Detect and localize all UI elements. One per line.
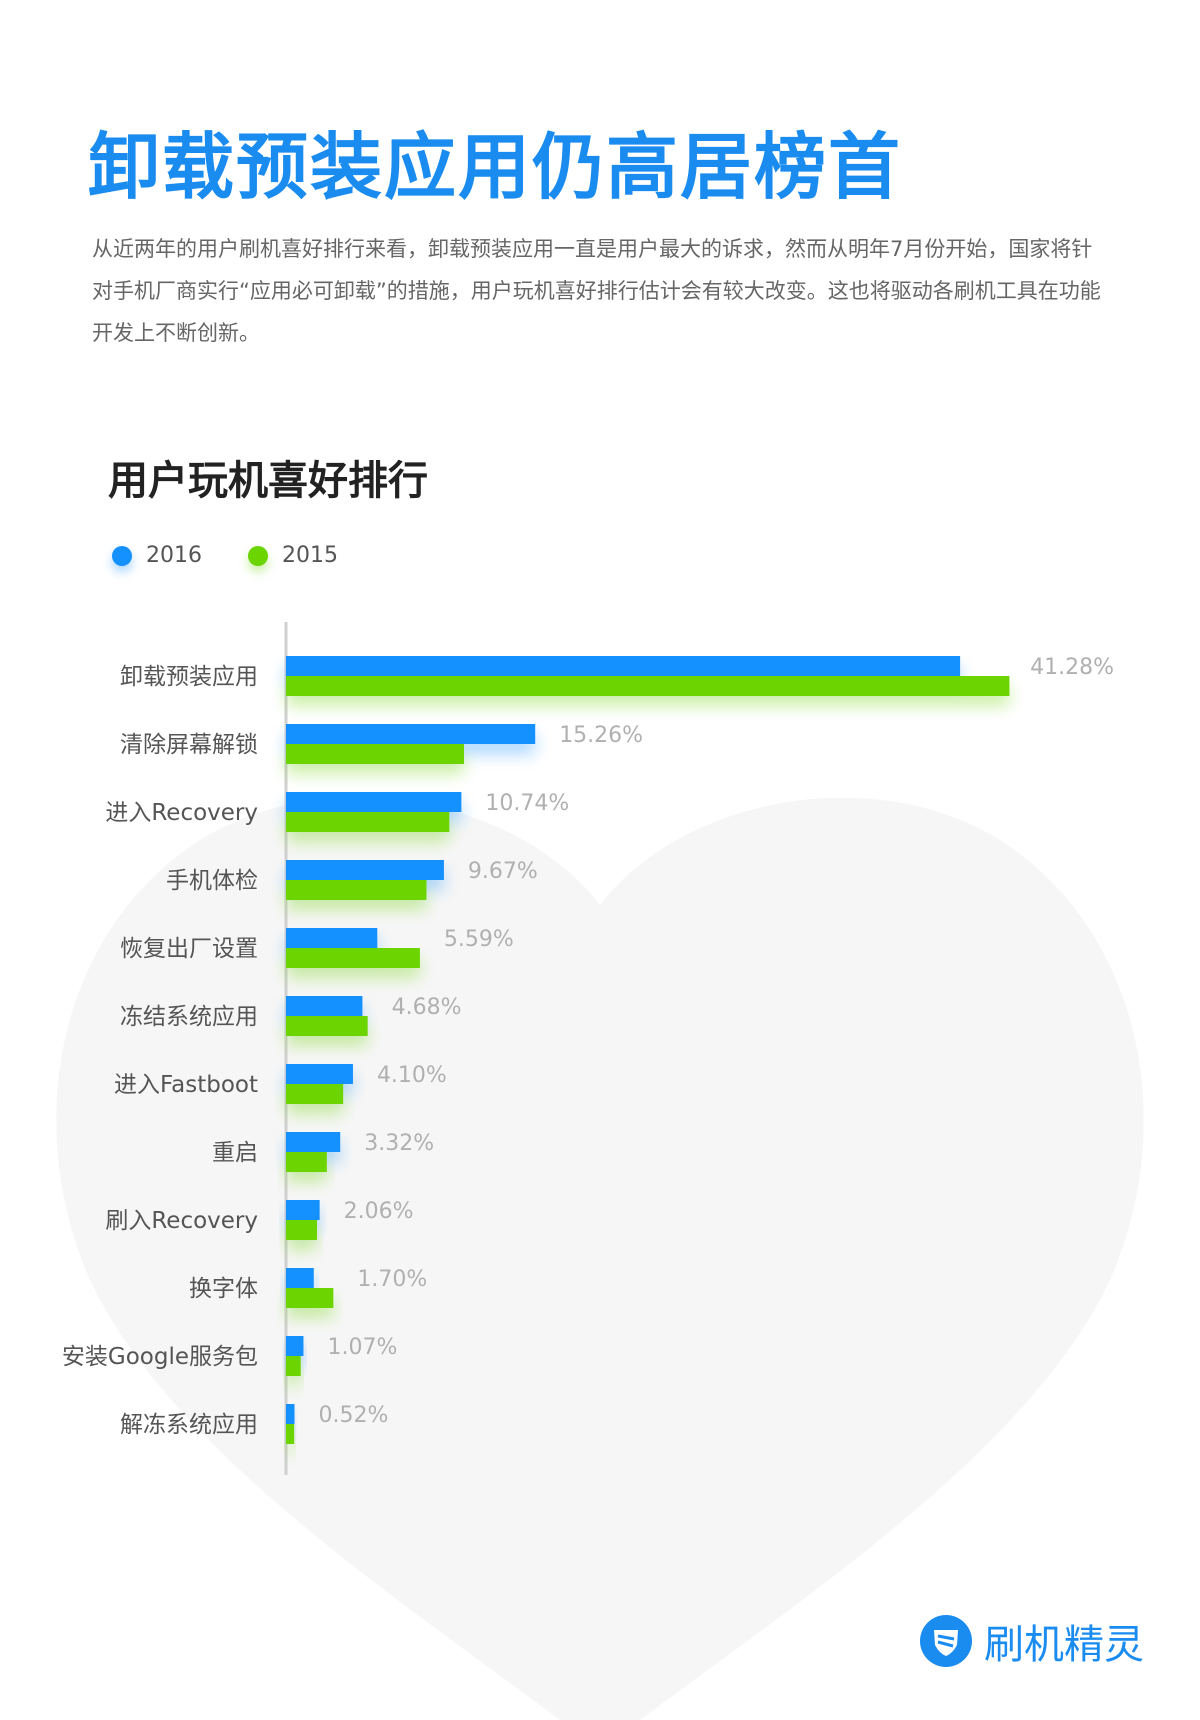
- bar-2016: [286, 792, 462, 812]
- bar-2016: [286, 928, 378, 948]
- bar-2015: [286, 1152, 327, 1172]
- bar-2016: [286, 1064, 353, 1084]
- page-title: 卸载预装应用仍高居榜首: [88, 125, 903, 209]
- category-label: 重启: [212, 1140, 258, 1166]
- legend-label: 2016: [146, 543, 202, 568]
- bar-2015: [286, 1220, 318, 1240]
- category-label: 卸载预装应用: [120, 664, 258, 690]
- bar-2016: [286, 1336, 304, 1356]
- data-label: 15.26%: [559, 723, 643, 748]
- data-label: 9.67%: [468, 859, 538, 884]
- bar-2016: [286, 656, 961, 676]
- category-label: 刷入Recovery: [105, 1208, 258, 1234]
- category-label: 清除屏幕解锁: [120, 732, 258, 758]
- category-label: 换字体: [189, 1276, 258, 1302]
- brand-logo: 刷机精灵: [920, 1612, 1144, 1670]
- category-label: 冻结系统应用: [120, 1004, 258, 1030]
- data-label: 4.68%: [392, 995, 462, 1020]
- shield-s-icon: [920, 1615, 972, 1667]
- bar-2015: [286, 1424, 295, 1444]
- bar-2015: [286, 1356, 301, 1376]
- data-label: 4.10%: [377, 1063, 447, 1088]
- bar-2016: [286, 996, 363, 1016]
- data-label: 5.59%: [444, 927, 514, 952]
- intro-paragraph: 从近两年的用户刷机喜好排行来看，卸载预装应用一直是用户最大的诉求，然而从明年7月…: [92, 237, 1101, 345]
- legend-item-2015: 2015: [248, 543, 338, 568]
- data-label: 1.07%: [327, 1335, 397, 1360]
- data-label: 41.28%: [1030, 655, 1114, 680]
- category-label: 安装Google服务包: [62, 1344, 258, 1370]
- bar-2015: [286, 880, 427, 900]
- category-label: 手机体检: [166, 868, 258, 894]
- bar-2016: [286, 1132, 341, 1152]
- logo-text: 刷机精灵: [984, 1622, 1144, 1668]
- bar-2015: [286, 812, 450, 832]
- bar-2016: [286, 1200, 320, 1220]
- bar-2015: [286, 1288, 334, 1308]
- bar-2016: [286, 1404, 295, 1424]
- bar-2016: [286, 1268, 314, 1288]
- category-label: 进入Recovery: [105, 800, 258, 826]
- legend-item-2016: 2016: [112, 543, 202, 568]
- bar-2015: [286, 676, 1010, 696]
- data-label: 1.70%: [357, 1267, 427, 1292]
- category-label: 恢复出厂设置: [120, 936, 258, 962]
- bar-2016: [286, 724, 536, 744]
- legend-dot-icon: [248, 545, 268, 566]
- bar-2016: [286, 860, 444, 880]
- data-label: 0.52%: [318, 1403, 388, 1428]
- data-label: 2.06%: [344, 1199, 414, 1224]
- data-label: 3.32%: [364, 1131, 434, 1156]
- category-label: 解冻系统应用: [120, 1412, 258, 1438]
- chart-title: 用户玩机喜好排行: [108, 458, 428, 504]
- bar-2015: [286, 948, 420, 968]
- legend-label: 2015: [282, 543, 338, 568]
- bar-2015: [286, 1084, 344, 1104]
- category-label: 进入Fastboot: [114, 1072, 258, 1098]
- bar-2015: [286, 744, 464, 764]
- legend-dot-icon: [112, 545, 132, 566]
- data-label: 10.74%: [485, 791, 569, 816]
- legend: 2016 2015: [112, 543, 338, 568]
- bar-2015: [286, 1016, 368, 1036]
